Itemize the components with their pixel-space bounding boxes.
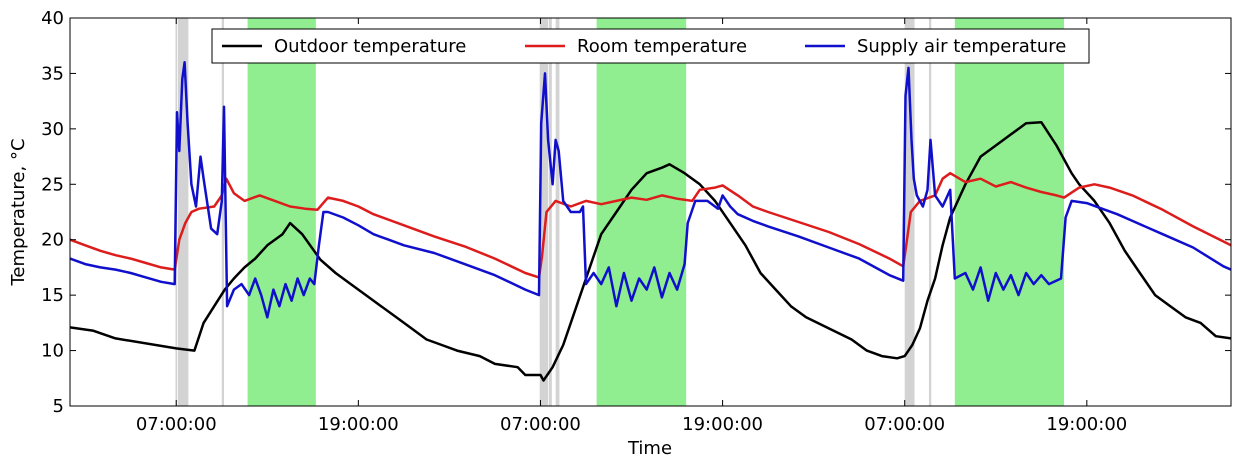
x-tick-label: 19:00:00 xyxy=(682,414,763,435)
y-tick-label: 30 xyxy=(41,119,64,140)
legend-box xyxy=(211,28,1090,64)
y-tick-label: 25 xyxy=(41,174,64,195)
x-tick-label: 19:00:00 xyxy=(1046,414,1127,435)
shaded-region-gray xyxy=(548,18,552,406)
y-tick-label: 10 xyxy=(41,341,64,362)
y-tick-label: 40 xyxy=(41,8,64,29)
y-tick-label: 20 xyxy=(41,230,64,251)
series-line-supply-air-temperature xyxy=(70,61,1231,319)
plot-frame xyxy=(69,17,1232,407)
x-tick-label: 07:00:00 xyxy=(136,414,217,435)
y-axis-label: Temperature, °C xyxy=(8,138,29,286)
x-tick-label: 07:00:00 xyxy=(500,414,581,435)
x-tick-label: 07:00:00 xyxy=(864,414,945,435)
legend: Outdoor temperature Room temperature Suppl… xyxy=(211,28,1090,64)
shaded-region-gray xyxy=(177,18,189,406)
x-tick-label: 19:00:00 xyxy=(318,414,399,435)
legend-label: Supply air temperature xyxy=(857,36,1066,57)
shaded-region-gray xyxy=(539,18,549,406)
shaded-region-gray xyxy=(928,18,932,406)
x-axis-label: Time xyxy=(627,438,672,459)
axis-ticks: 5 10 15 20 25 30 35 40 07:00:00 19:00:00 07:00:00 1… xyxy=(41,8,1231,435)
shaded-region-green xyxy=(596,18,687,406)
shaded-region-green xyxy=(247,18,316,406)
shaded-region-gray xyxy=(555,18,560,406)
y-tick-label: 15 xyxy=(41,285,64,306)
y-tick-label: 5 xyxy=(53,396,64,417)
legend-label: Outdoor temperature xyxy=(274,36,466,57)
series-line-outdoor-temperature xyxy=(70,120,1231,382)
shaded-region-green xyxy=(954,18,1065,406)
y-tick-label: 35 xyxy=(41,63,64,84)
legend-label: Room temperature xyxy=(577,36,747,57)
shaded-region-gray xyxy=(221,18,225,406)
series-line-room-temperature xyxy=(70,171,1231,279)
series-lines xyxy=(70,61,1231,382)
shaded-regions xyxy=(175,18,1065,406)
